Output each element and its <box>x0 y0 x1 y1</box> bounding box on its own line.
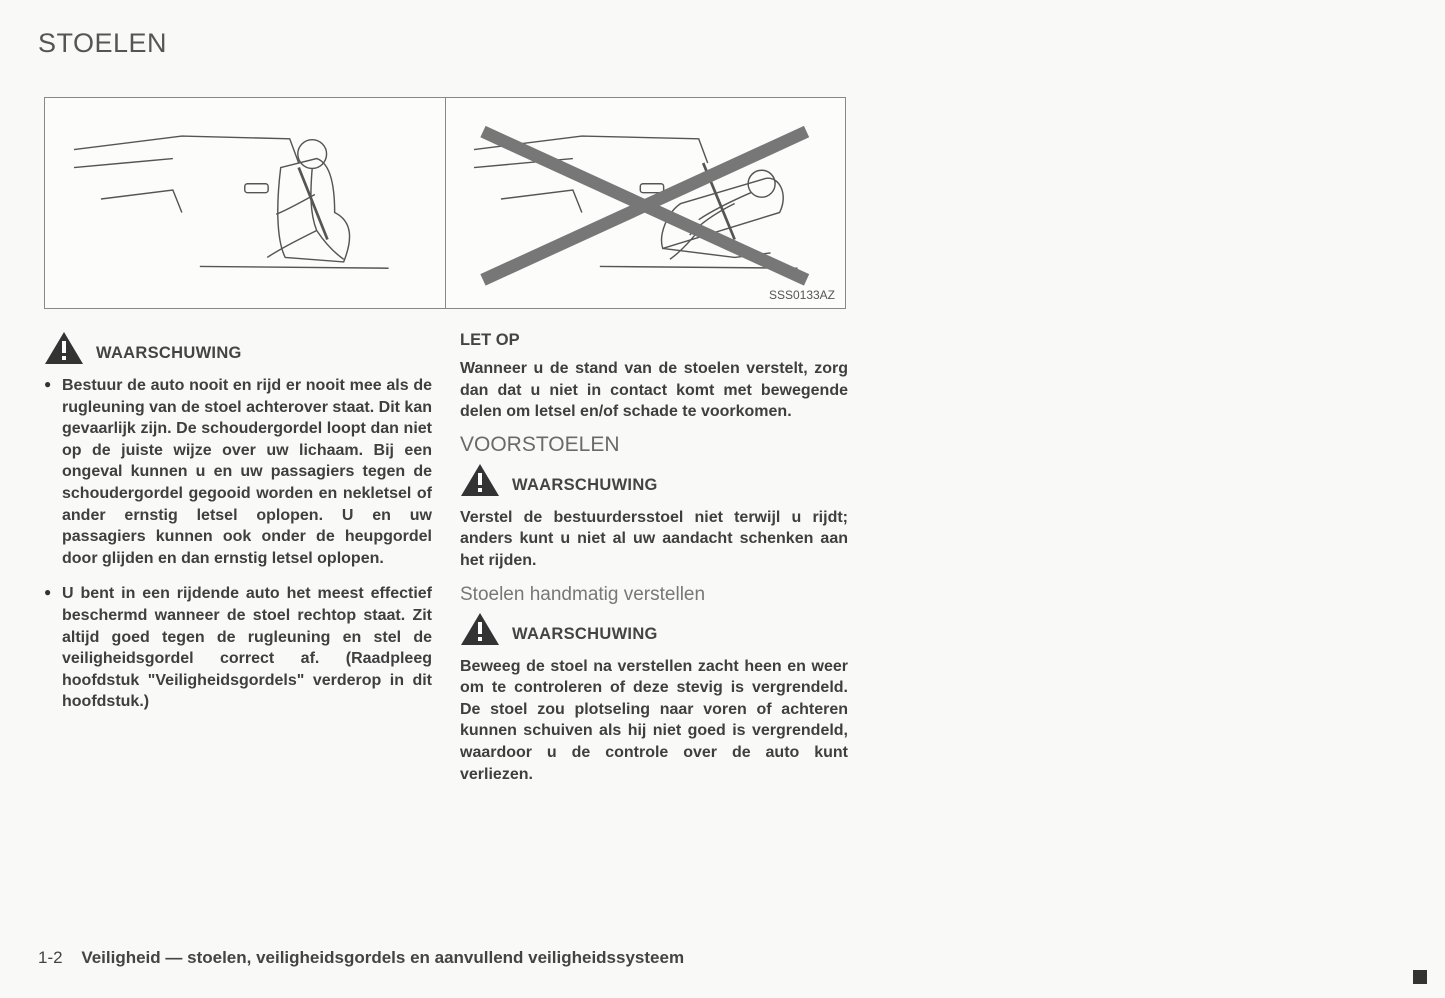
warning-bullet-list: Bestuur de auto nooit en rijd er nooit m… <box>44 375 432 713</box>
warning-triangle-icon <box>44 331 84 365</box>
right-column: LET OP Wanneer u de stand van de stoelen… <box>460 331 848 785</box>
page-footer: 1-2 Veiligheid — stoelen, veiligheidsgor… <box>38 948 684 968</box>
warning2-text: Beweeg de stoel na verstellen zacht heen… <box>460 656 848 786</box>
left-column: WAARSCHUWING Bestuur de auto nooit en ri… <box>44 331 432 785</box>
page-number: 1-2 <box>38 948 63 967</box>
caution-text: Wanneer u de stand van de stoelen verste… <box>460 358 848 423</box>
crop-mark-icon <box>1413 970 1427 984</box>
seat-incorrect-illustration <box>465 109 825 298</box>
sub-heading-manual-adjust: Stoelen handmatig verstellen <box>460 584 848 606</box>
warning-label: WAARSCHUWING <box>512 625 658 646</box>
figure-box: SSS0133AZ <box>44 97 846 309</box>
caution-label: LET OP <box>460 331 848 350</box>
figure-panel-correct <box>45 98 445 308</box>
warning-label: WAARSCHUWING <box>512 476 658 497</box>
warning1-text: Verstel de bestuurdersstoel niet terwijl… <box>460 507 848 572</box>
warning-triangle-icon <box>460 612 500 646</box>
content-columns: WAARSCHUWING Bestuur de auto nooit en ri… <box>44 331 1397 785</box>
warning-label: WAARSCHUWING <box>96 344 242 365</box>
page-title: STOELEN <box>38 28 1397 59</box>
list-item: Bestuur de auto nooit en rijd er nooit m… <box>44 375 432 569</box>
cross-out-icon <box>483 131 807 279</box>
seat-correct-illustration <box>65 109 425 298</box>
manual-page: STOELEN <box>0 0 1445 805</box>
warning-triangle-icon <box>460 463 500 497</box>
warning-header-left: WAARSCHUWING <box>44 331 432 365</box>
figure-panel-incorrect <box>446 98 846 308</box>
warning-header-right-1: WAARSCHUWING <box>460 463 848 497</box>
figure-code: SSS0133AZ <box>769 288 835 302</box>
list-item: U bent in een rijdende auto het meest ef… <box>44 583 432 713</box>
footer-title: Veiligheid — stoelen, veiligheidsgordels… <box>81 948 684 967</box>
warning-header-right-2: WAARSCHUWING <box>460 612 848 646</box>
section-heading-voorstoelen: VOORSTOELEN <box>460 433 848 457</box>
